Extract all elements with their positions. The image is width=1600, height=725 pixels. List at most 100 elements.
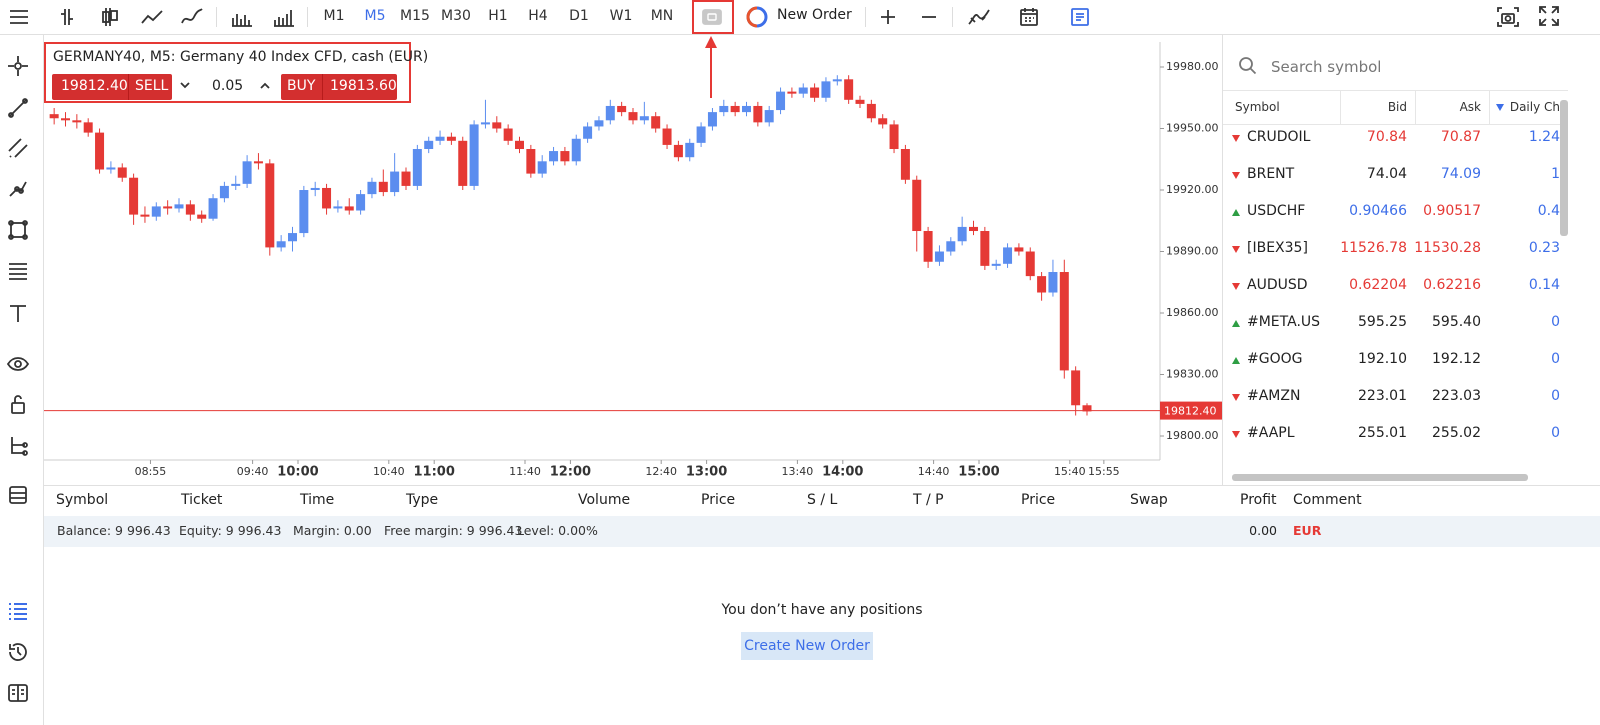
timeframe-button[interactable]: D1: [569, 8, 589, 24]
area-icon[interactable]: [180, 6, 204, 28]
chart[interactable]: 19980.00 19950.00 19920.00 19890.00 19860.00…: [44, 42, 1222, 486]
column-header[interactable]: Price: [1021, 492, 1056, 508]
symbol[interactable]: BRENT: [1247, 166, 1295, 182]
column-header[interactable]: Volume: [578, 492, 631, 508]
tick-volume-icon[interactable]: [272, 6, 296, 28]
trend-arrow: [1232, 320, 1240, 327]
new-order-button[interactable]: New Order: [777, 7, 852, 23]
candle-body: [242, 161, 252, 184]
indicators-icon[interactable]: [967, 6, 991, 28]
objects-icon[interactable]: [7, 435, 29, 457]
create-order-button[interactable]: Create New Order: [741, 632, 873, 660]
symbol[interactable]: #AAPL: [1247, 425, 1295, 441]
symbol[interactable]: CRUDOIL: [1247, 129, 1311, 145]
y-tick-label: 19980.00: [1166, 60, 1219, 73]
new-order-logo[interactable]: [746, 6, 768, 28]
sell-button[interactable]: 19812.40 SELL: [52, 74, 172, 100]
journal-icon[interactable]: [7, 682, 29, 704]
candle-body: [832, 79, 842, 82]
fib-icon[interactable]: [7, 260, 29, 282]
column-header[interactable]: Price: [701, 492, 736, 508]
separator: [952, 7, 953, 27]
column-header[interactable]: S / L: [807, 492, 838, 508]
timeframe-button[interactable]: MN: [650, 8, 674, 24]
fullscreen-icon[interactable]: [1538, 5, 1560, 27]
timeframe-button[interactable]: M1: [323, 8, 345, 24]
journal-icon[interactable]: [1069, 6, 1091, 28]
candle-body: [969, 226, 978, 232]
timeframe-button[interactable]: M30: [441, 8, 471, 24]
volume[interactable]: 0.05: [212, 78, 244, 94]
positions-icon[interactable]: [7, 599, 29, 621]
scrollbar-h[interactable]: [1232, 474, 1528, 481]
text-icon[interactable]: [7, 302, 29, 324]
column-header[interactable]: Type: [406, 492, 439, 508]
timeframe-button[interactable]: W1: [609, 8, 633, 24]
channel-icon[interactable]: [7, 137, 29, 159]
column-header[interactable]: Swap: [1130, 492, 1168, 508]
path-icon[interactable]: [7, 178, 29, 200]
positions-panel: You don’t have any positions Create New …: [44, 486, 1600, 725]
visibility-icon[interactable]: [7, 353, 29, 375]
calendar-icon[interactable]: [1018, 6, 1040, 28]
candle-body: [1048, 272, 1058, 293]
search-input[interactable]: Search symbol: [1271, 58, 1382, 76]
lock-icon[interactable]: [7, 393, 29, 415]
volume-down[interactable]: [178, 80, 192, 92]
shape-icon[interactable]: [7, 219, 29, 241]
timeframe-button[interactable]: M15: [400, 8, 430, 24]
summary-row: [44, 516, 1600, 547]
column-header[interactable]: Symbol: [56, 492, 109, 508]
menu-icon[interactable]: [8, 7, 30, 27]
candle-body: [889, 124, 899, 150]
candle-body: [61, 118, 70, 121]
column-header[interactable]: Daily Ch: [1509, 100, 1560, 114]
zoom-out-icon[interactable]: [919, 7, 939, 27]
column-header[interactable]: Comment: [1293, 492, 1362, 508]
volume-up[interactable]: [258, 80, 272, 92]
line-icon[interactable]: [140, 6, 164, 28]
candle-body: [537, 161, 547, 174]
one-click-icon[interactable]: [701, 7, 723, 27]
trendline-icon[interactable]: [7, 97, 29, 119]
crosshair-icon[interactable]: [7, 55, 29, 77]
data-window-icon[interactable]: [7, 484, 29, 506]
column-header[interactable]: Profit: [1240, 492, 1277, 508]
symbol[interactable]: #GOOG: [1247, 351, 1303, 367]
column-header[interactable]: Bid: [1387, 100, 1407, 114]
scrollbar-v[interactable]: [1560, 100, 1568, 236]
symbol[interactable]: AUDUSD: [1247, 277, 1308, 293]
candle-body: [344, 206, 354, 211]
timeframe-button[interactable]: H1: [488, 8, 508, 24]
column-header[interactable]: Time: [300, 492, 335, 508]
separator: [307, 7, 308, 27]
zoom-in-icon[interactable]: [878, 7, 898, 27]
trend-arrow: [1232, 394, 1240, 401]
column-header[interactable]: Symbol: [1235, 100, 1280, 114]
symbol[interactable]: [IBEX35]: [1247, 240, 1308, 256]
symbol[interactable]: USDCHF: [1247, 203, 1306, 219]
column-header[interactable]: Ticket: [181, 492, 223, 508]
candle-body: [617, 105, 627, 113]
symbol[interactable]: #AMZN: [1247, 388, 1301, 404]
timeframe-button[interactable]: H4: [528, 8, 548, 24]
volume-icon[interactable]: [230, 6, 254, 28]
column-header[interactable]: T / P: [913, 492, 944, 508]
candle-body: [390, 171, 400, 193]
timeframe-button[interactable]: M5: [364, 8, 386, 24]
candle-body: [571, 138, 581, 162]
bid: 11526.78: [1340, 240, 1407, 256]
candle-body: [821, 81, 831, 98]
symbol[interactable]: #META.US: [1247, 314, 1321, 330]
divider: [1223, 90, 1568, 91]
bars-icon[interactable]: [58, 6, 80, 28]
candle-body: [934, 251, 944, 262]
column-header[interactable]: Ask: [1459, 100, 1481, 114]
candles-icon[interactable]: [99, 6, 121, 28]
history-icon[interactable]: [7, 641, 29, 663]
buy-button[interactable]: BUY 19813.60: [281, 74, 397, 100]
candle-body: [878, 118, 888, 125]
screenshot-icon[interactable]: [1496, 5, 1520, 29]
trend-arrow: [1232, 209, 1240, 216]
sell-price: 19812.40: [61, 78, 128, 94]
